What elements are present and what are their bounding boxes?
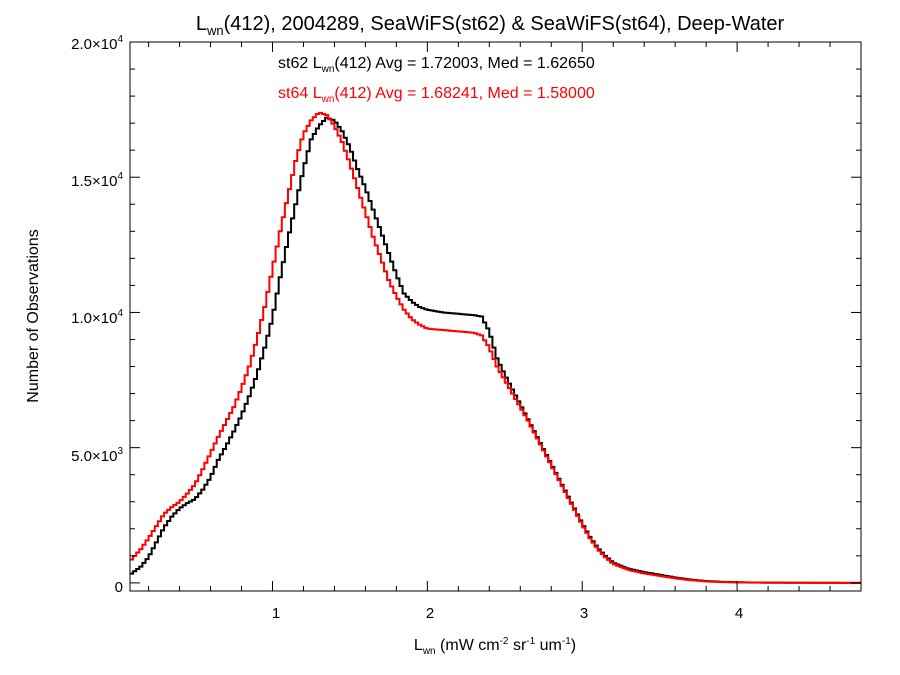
y-tick-label-5000: 5.0×103 — [71, 446, 123, 465]
series-line-1 — [130, 111, 861, 584]
plot-frame — [129, 41, 862, 592]
x-tick-label-1: 1 — [272, 605, 280, 622]
y-tick-labels: 0 5.0×103 1.0×104 1.5×104 2.0×104 — [71, 34, 123, 596]
axis-ticks — [130, 41, 861, 591]
y-tick-label-20000: 2.0×104 — [71, 34, 123, 53]
stats-st62: st62 Lwn(412) Avg = 1.72003, Med = 1.626… — [278, 55, 595, 75]
y-tick-label-10000: 1.0×104 — [71, 308, 123, 327]
x-axis-label: Lwn (mW cm-2 sr-1 um-1) — [414, 636, 576, 657]
series-line-0 — [130, 116, 861, 584]
x-tick-label-3: 3 — [580, 605, 588, 622]
x-tick-label-2: 2 — [426, 605, 434, 622]
y-tick-label-15000: 1.5×104 — [71, 171, 123, 190]
stats-st64: st64 Lwn(412) Avg = 1.68241, Med = 1.580… — [278, 85, 595, 105]
y-tick-label-0: 0 — [115, 579, 123, 596]
chart-title: Lwn(412), 2004289, SeaWiFS(st62) & SeaWi… — [196, 13, 785, 38]
y-axis-label: Number of Observations — [25, 229, 42, 402]
x-tick-labels: 1 2 3 4 — [272, 605, 743, 622]
x-tick-label-4: 4 — [735, 605, 743, 622]
plot-series — [130, 111, 861, 584]
